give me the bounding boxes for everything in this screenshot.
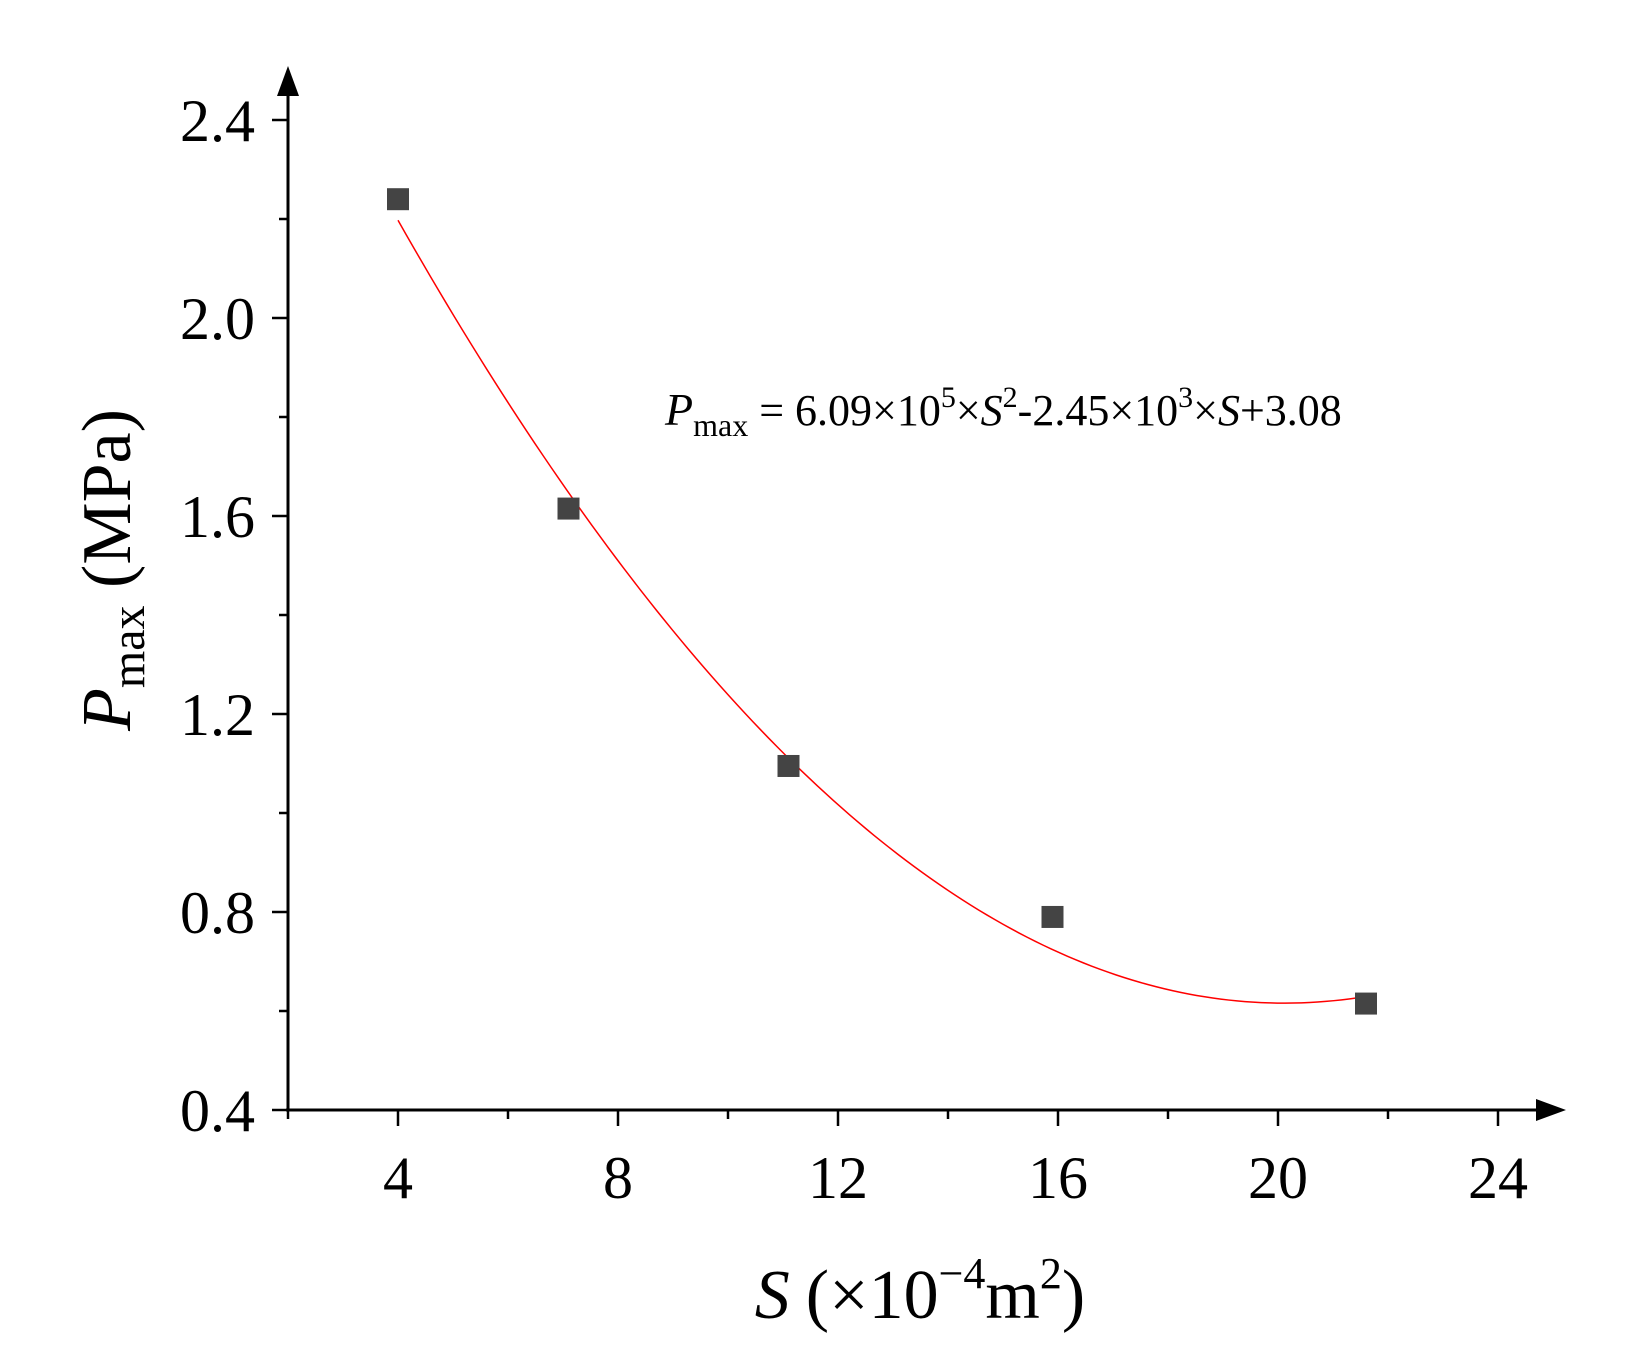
y-tick-label: 2.4 — [180, 88, 255, 154]
y-axis-arrow — [277, 66, 299, 96]
equation-term-1: = 6.09×10 — [748, 386, 941, 435]
equation-var-2: S — [1218, 386, 1240, 435]
data-point — [1041, 905, 1064, 928]
y-axis-title: Pmax (MPa) — [69, 409, 155, 732]
x-tick-label: 4 — [383, 1145, 413, 1211]
y-axis-title-symbol: P — [69, 688, 146, 732]
equation-exp-3: 3 — [1178, 381, 1193, 414]
y-tick-label: 1.2 — [180, 682, 255, 748]
x-axis-title-unit-suffix: ) — [1062, 1257, 1085, 1334]
x-axis-title-unit-prefix: (×10 — [806, 1257, 939, 1334]
axes — [277, 66, 1566, 1121]
y-ticks — [272, 118, 288, 1112]
x-tick-label: 24 — [1468, 1145, 1528, 1211]
data-point — [1355, 992, 1377, 1015]
data-point — [557, 497, 580, 520]
equation-lhs: P — [664, 384, 693, 435]
x-axis-title-symbol: S — [755, 1257, 790, 1334]
x-tick-labels: 4 8 12 16 20 24 — [383, 1145, 1528, 1211]
equation-exp-2: 2 — [1003, 381, 1018, 414]
x-axis-title: S (×10−4m2) — [755, 1249, 1085, 1334]
y-tick-label: 0.8 — [180, 880, 255, 946]
x-tick-label: 20 — [1248, 1145, 1308, 1211]
fit-curve — [397, 219, 1367, 1004]
y-tick-labels: 0.4 0.8 1.2 1.6 2.0 2.4 — [180, 88, 255, 1144]
equation-term-3: -2.45×10 — [1018, 386, 1178, 435]
equation-var-1: S — [981, 386, 1003, 435]
equation-term-5: +3.08 — [1240, 386, 1342, 435]
x-ticks — [286, 1110, 1500, 1126]
x-tick-label: 8 — [603, 1145, 633, 1211]
data-points — [387, 188, 1377, 1015]
x-tick-label: 16 — [1028, 1145, 1088, 1211]
y-axis-title-sub: max — [102, 605, 155, 688]
equation-label: Pmax = 6.09×105×S2-2.45×103×S+3.08 — [664, 381, 1342, 443]
y-tick-label: 2.0 — [180, 286, 255, 352]
y-axis-title-unit: (MPa) — [69, 409, 146, 605]
x-axis-arrow — [1536, 1099, 1566, 1121]
y-tick-label: 1.6 — [180, 484, 255, 550]
x-axis-title-exp: −4 — [939, 1249, 986, 1298]
equation-term-4: × — [1193, 386, 1218, 435]
y-tick-label: 0.4 — [180, 1078, 255, 1144]
equation-lhs-sub: max — [693, 407, 748, 443]
data-point — [387, 188, 409, 211]
x-tick-label: 12 — [808, 1145, 868, 1211]
x-axis-title-exp2: 2 — [1040, 1249, 1062, 1298]
data-point — [777, 754, 800, 777]
x-axis-title-unit-mid: m — [985, 1257, 1039, 1334]
equation-exp-1: 5 — [941, 381, 956, 414]
equation-term-2: × — [956, 386, 981, 435]
